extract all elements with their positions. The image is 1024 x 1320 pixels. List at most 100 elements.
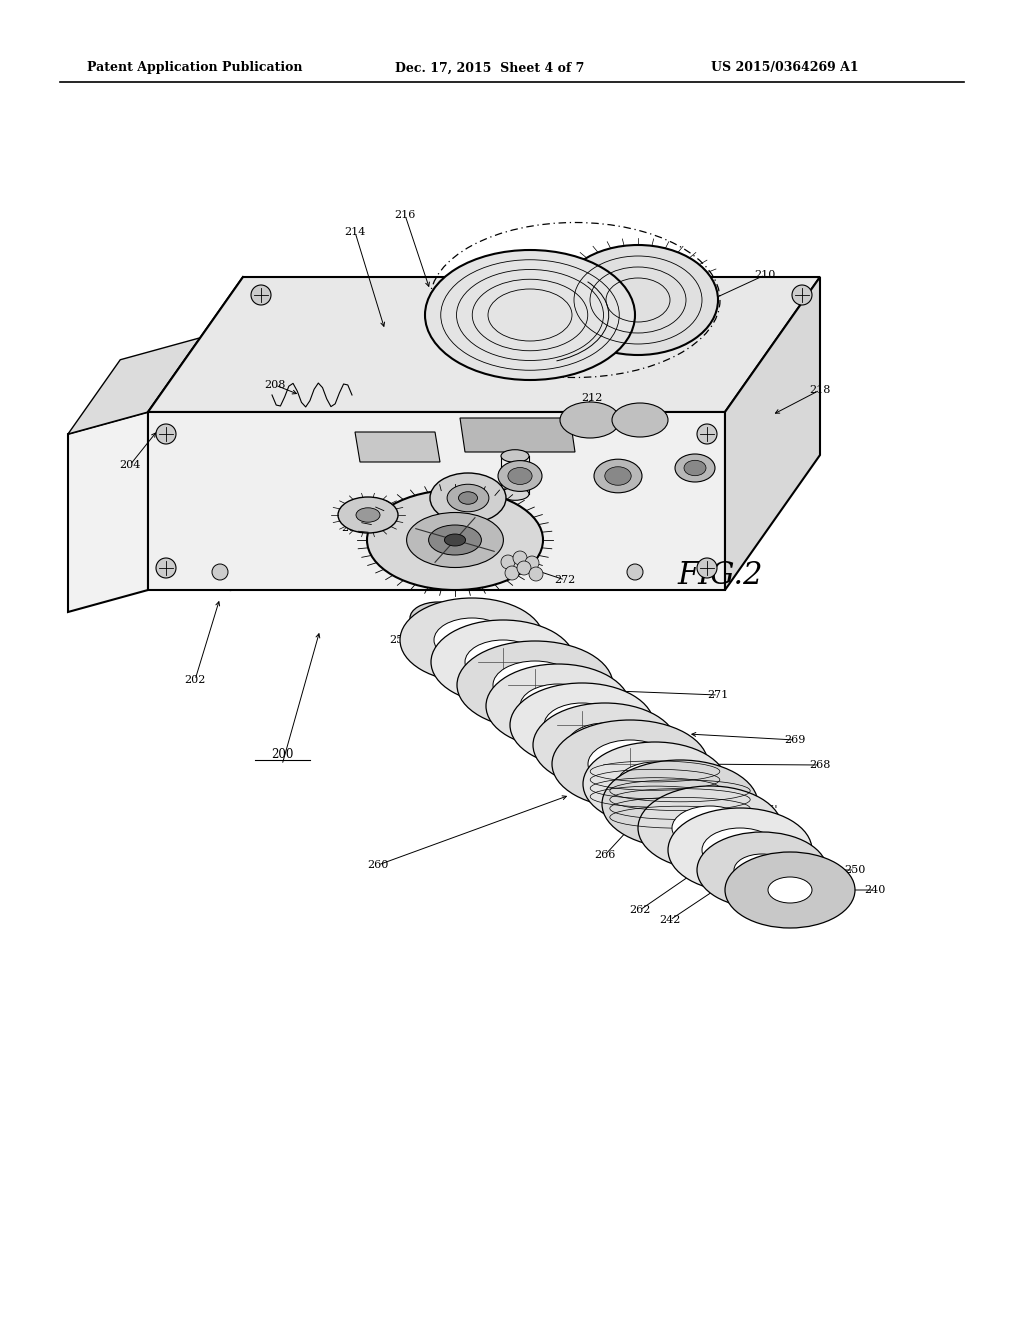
Ellipse shape: [668, 808, 812, 892]
Text: 262': 262': [716, 887, 740, 898]
Ellipse shape: [583, 742, 727, 826]
Ellipse shape: [617, 762, 693, 807]
Text: 200: 200: [270, 748, 293, 762]
Ellipse shape: [425, 249, 635, 380]
Ellipse shape: [638, 785, 782, 870]
Ellipse shape: [534, 704, 677, 787]
Ellipse shape: [367, 490, 543, 590]
Ellipse shape: [588, 741, 672, 788]
Ellipse shape: [400, 598, 544, 682]
Text: 268: 268: [809, 760, 830, 770]
Ellipse shape: [407, 512, 504, 568]
Text: 260: 260: [368, 861, 389, 870]
Text: 256: 256: [397, 506, 419, 515]
Ellipse shape: [429, 525, 481, 554]
Ellipse shape: [338, 498, 398, 533]
Text: 266: 266: [594, 850, 615, 861]
Ellipse shape: [424, 610, 452, 626]
Ellipse shape: [501, 450, 529, 462]
Circle shape: [525, 556, 539, 570]
Text: 240: 240: [864, 884, 886, 895]
Polygon shape: [148, 277, 820, 412]
Text: 214: 214: [344, 227, 366, 238]
Ellipse shape: [251, 285, 271, 305]
Text: 202: 202: [184, 675, 206, 685]
Ellipse shape: [156, 558, 176, 578]
Polygon shape: [355, 432, 440, 462]
Ellipse shape: [520, 684, 596, 729]
Ellipse shape: [493, 661, 577, 709]
Polygon shape: [148, 412, 725, 590]
Ellipse shape: [602, 760, 758, 847]
Circle shape: [505, 566, 519, 579]
Ellipse shape: [508, 467, 532, 484]
Ellipse shape: [431, 620, 575, 704]
Polygon shape: [725, 277, 820, 590]
Ellipse shape: [560, 403, 620, 438]
Text: 250: 250: [845, 865, 865, 875]
Circle shape: [517, 561, 531, 576]
Text: 268': 268': [655, 805, 680, 814]
Ellipse shape: [768, 876, 812, 903]
Ellipse shape: [410, 602, 466, 634]
Text: 212: 212: [582, 393, 603, 403]
Text: 272: 272: [554, 576, 575, 585]
Ellipse shape: [501, 487, 529, 500]
Ellipse shape: [444, 535, 466, 546]
Ellipse shape: [212, 564, 228, 579]
Ellipse shape: [675, 454, 715, 482]
Ellipse shape: [356, 508, 380, 523]
Ellipse shape: [510, 682, 654, 767]
Ellipse shape: [684, 461, 706, 475]
Text: Dec. 17, 2015  Sheet 4 of 7: Dec. 17, 2015 Sheet 4 of 7: [395, 62, 585, 74]
Polygon shape: [68, 412, 148, 612]
Text: 271': 271': [562, 708, 586, 717]
Text: FIG.2: FIG.2: [677, 560, 763, 590]
Ellipse shape: [672, 807, 748, 850]
Text: 242: 242: [659, 915, 681, 925]
Ellipse shape: [156, 424, 176, 444]
Polygon shape: [68, 338, 201, 434]
Text: 270: 270: [431, 655, 453, 665]
Ellipse shape: [792, 285, 812, 305]
Text: Patent Application Publication: Patent Application Publication: [87, 62, 303, 74]
Text: 266': 266': [753, 805, 777, 814]
Ellipse shape: [697, 424, 717, 444]
Text: 269: 269: [784, 735, 806, 744]
Ellipse shape: [558, 246, 718, 355]
Ellipse shape: [465, 640, 541, 684]
Ellipse shape: [457, 642, 613, 729]
Circle shape: [529, 568, 543, 581]
Ellipse shape: [734, 854, 790, 886]
Circle shape: [513, 550, 527, 565]
Ellipse shape: [627, 564, 643, 579]
Ellipse shape: [567, 723, 643, 767]
Text: 254: 254: [500, 484, 520, 495]
Ellipse shape: [697, 832, 827, 908]
Text: 210: 210: [755, 271, 776, 280]
Text: 216: 216: [394, 210, 416, 220]
Ellipse shape: [434, 618, 510, 663]
Ellipse shape: [697, 558, 717, 578]
Ellipse shape: [459, 492, 477, 504]
Text: 262: 262: [630, 906, 650, 915]
Circle shape: [501, 554, 515, 569]
Ellipse shape: [430, 473, 506, 523]
Ellipse shape: [552, 719, 708, 808]
Ellipse shape: [447, 484, 488, 512]
Ellipse shape: [544, 704, 620, 747]
Text: 206: 206: [341, 523, 362, 533]
Text: 218: 218: [809, 385, 830, 395]
Ellipse shape: [498, 461, 542, 491]
Polygon shape: [460, 418, 575, 451]
Ellipse shape: [605, 467, 631, 486]
Ellipse shape: [702, 828, 778, 873]
Ellipse shape: [486, 664, 630, 748]
Ellipse shape: [725, 851, 855, 928]
Text: 271: 271: [708, 690, 729, 700]
Text: 208: 208: [264, 380, 286, 389]
Ellipse shape: [594, 459, 642, 492]
Text: US 2015/0364269 A1: US 2015/0364269 A1: [712, 62, 859, 74]
Text: 204: 204: [120, 459, 140, 470]
Text: 269': 269': [640, 752, 665, 763]
